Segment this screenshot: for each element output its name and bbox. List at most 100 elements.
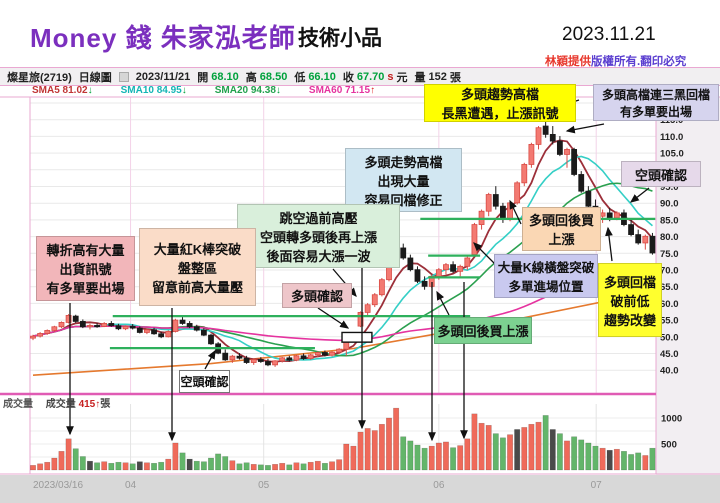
annotation-text-line: 多頭走勢高檔 <box>364 154 443 170</box>
price-tick-label: 90.0 <box>660 199 679 210</box>
down-arrow-icon: ↓ <box>181 85 187 96</box>
high-label: 高 <box>245 71 257 84</box>
annotation-text-line: 空頭確認 <box>634 167 687 183</box>
annotation-text-line: 多單進場位置 <box>508 280 584 294</box>
quote-toolbar: 燦星旅(2719) 日線圖 2023/11/21 開 68.10 高 68.50 低… <box>0 67 720 86</box>
price-tick-label: 50.0 <box>660 332 679 343</box>
credit-rights: 版權所有.翻印必究 <box>591 56 687 68</box>
period-selector[interactable]: 日線圖 <box>78 71 112 84</box>
annotation-top-lavender: 多頭高檔連三黑回檔 有多單要出場 <box>593 84 719 121</box>
annotation-high-vol-blue: 多頭走勢高檔 出現大量容易回檔修正 <box>345 148 462 212</box>
x-axis-tick-label: 07 <box>591 480 603 491</box>
sma-legend-item-sma20: SMA20 94.38↓ <box>214 85 281 96</box>
volume-tick-label: 1000 <box>661 414 682 425</box>
annotation-buy-green: 多頭回後買上漲 <box>434 317 532 344</box>
volume-series-value: 415 <box>78 399 96 410</box>
price-tick-label: 85.0 <box>660 215 679 226</box>
stock-name: 燦星旅(2719) <box>7 71 72 84</box>
annotation-text-line: 空頭轉多頭後再上漲 <box>259 229 377 245</box>
annotation-bull-pink: 多頭確認 <box>282 283 352 308</box>
volume-tick-label: 500 <box>661 440 677 451</box>
close-suffix: s <box>387 70 394 83</box>
annotation-text-line: 多頭回檔 <box>603 274 656 290</box>
close-label: 收 <box>342 71 354 84</box>
volume-value: 152 <box>428 70 447 83</box>
annotation-text-line: 大量紅K棒突破 <box>153 241 242 257</box>
high-value: 68.50 <box>259 70 288 83</box>
low-label: 低 <box>294 71 306 84</box>
annotation-text-line: 多頭趨勢高檔 <box>460 87 539 102</box>
sma-legend-item-sma60: SMA60 71.15↑ <box>308 85 376 96</box>
price-tick-label: 105.0 <box>660 149 684 160</box>
annotation-text-line: 留意前高大量壓 <box>151 279 243 295</box>
sma-legend-item-sma10: SMA10 84.95↓ <box>120 85 187 96</box>
volume-pane-title: 成交量 <box>3 399 33 410</box>
price-tick-label: 95.0 <box>660 182 679 193</box>
annotation-left-peach: 大量紅K棒突破 盤整區留意前高大量壓 <box>139 228 256 306</box>
open-value: 68.10 <box>211 70 239 83</box>
x-axis-tick-label: 06 <box>433 480 445 491</box>
annotation-text-line: 多頭確認 <box>290 289 343 304</box>
sma-legend: SMA5 81.02↓ SMA10 84.95↓ SMA20 94.38↓ SMA60… <box>32 85 403 97</box>
annotation-top-yellow: 多頭趨勢高檔長黑遭遇，止漲訊號 <box>424 84 576 122</box>
price-tick-label: 80.0 <box>660 232 679 243</box>
header-date: 2023.11.21 <box>562 24 656 45</box>
annotation-text-line: 趨勢改變 <box>603 312 656 328</box>
price-unit: 元 <box>396 71 408 84</box>
price-tick-label: 70.0 <box>660 266 679 277</box>
volume-unit: 張 <box>449 71 461 84</box>
volume-pane-legend: 成交量 成交量 415↑張 <box>3 395 110 410</box>
down-arrow-icon: ↓ <box>87 85 93 96</box>
price-tick-label: 45.0 <box>660 349 679 360</box>
annotation-text-line: 有多單要出場 <box>619 104 692 119</box>
consolidation-box <box>341 331 373 343</box>
chart-settings-icon[interactable] <box>118 71 129 82</box>
page-title: 技術小品 <box>298 27 382 50</box>
x-axis-tick-label: 04 <box>125 480 137 491</box>
annotation-gap-green: 跳空過前高壓 空頭轉多頭後再上漲 後面容易大漲一波 <box>237 204 400 268</box>
annotation-text-line: 長黑遭遇，止漲訊號 <box>441 106 559 121</box>
annotation-text-line: 容易回檔修正 <box>364 192 443 208</box>
volume-label: 量 <box>414 71 426 84</box>
annotation-text-line: 大量K線橫盤突破 <box>497 261 595 275</box>
price-tick-label: 110.0 <box>660 132 683 143</box>
price-tick-label: 40.0 <box>660 366 679 377</box>
annotation-text-line: 破前低 <box>610 293 650 309</box>
season-line <box>32 290 653 377</box>
credit-provider: 林穎提供 <box>545 56 591 68</box>
annotation-text-line: 上漲 <box>548 232 575 247</box>
close-value: 67.70 <box>356 70 385 83</box>
annotation-text-line: 多頭高檔連三黑回檔 <box>601 87 710 102</box>
price-tick-label: 65.0 <box>660 282 679 293</box>
price-tick-label: 60.0 <box>660 299 679 310</box>
annotation-text-line: 有多單要出場 <box>46 281 125 296</box>
annotation-text-line: 轉折高有大量 <box>46 243 125 258</box>
annotation-bear-bottom: 空頭確認 <box>179 370 230 393</box>
price-tick-label: 55.0 <box>660 316 679 327</box>
volume-up-arrow-icon: ↑ <box>95 399 101 410</box>
annotation-text-line: 跳空過前高壓 <box>279 210 358 226</box>
annotation-bear-top: 空頭確認 <box>621 161 701 187</box>
annotation-text-line: 多頭回後買上漲 <box>437 324 529 339</box>
sma-legend-item-sma5: SMA5 81.02↓ <box>32 85 93 96</box>
annotation-text-line: 出現大量 <box>377 173 430 189</box>
copyright-line: 林穎提供版權所有.翻印必究 <box>545 53 686 69</box>
x-axis-tick-label: 05 <box>258 480 270 491</box>
annotation-text-line: 盤整區 <box>177 260 217 276</box>
annotation-breakout-lav: 大量K線橫盤突破 多單進場位置 <box>494 254 598 298</box>
annotation-text-line: 出貨訊號 <box>59 262 112 277</box>
volume-series-unit: 張 <box>100 399 111 410</box>
down-arrow-icon: ↓ <box>275 85 281 96</box>
annotation-change-yellow: 多頭回檔破前低趨勢改變 <box>598 263 662 337</box>
annotation-arrows <box>66 99 650 442</box>
sma10-line <box>32 155 653 361</box>
annotation-text-line: 多頭回後買 <box>528 213 594 228</box>
volume-bars <box>30 407 656 471</box>
annotation-text-line: 空頭確認 <box>180 375 229 389</box>
open-label: 開 <box>197 71 209 84</box>
brand-title: Money 錢 朱家泓老師 <box>30 23 296 53</box>
annotation-buy-orange: 多頭回後買 上漲 <box>522 207 601 251</box>
quote-date: 2023/11/21 <box>135 70 191 83</box>
